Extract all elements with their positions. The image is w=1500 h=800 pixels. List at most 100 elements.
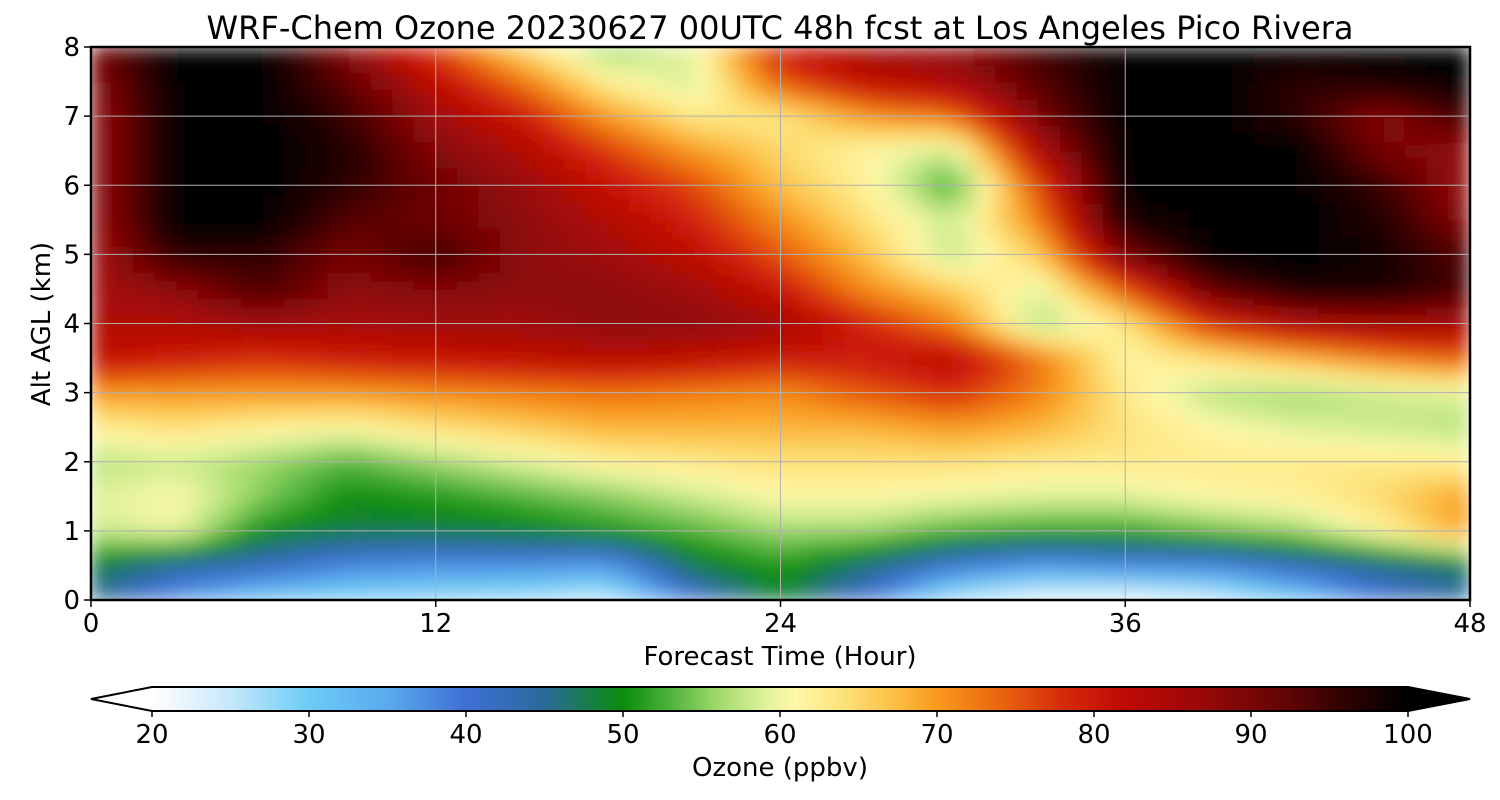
heatmap-cell	[693, 538, 717, 549]
heatmap-cell	[1146, 184, 1169, 195]
heatmap-cell	[672, 193, 695, 204]
heatmap-cell	[262, 106, 286, 117]
heatmap-cell	[995, 89, 1019, 100]
heatmap-cell	[456, 288, 480, 299]
heatmap-cell	[1167, 124, 1191, 135]
heatmap-cell	[736, 80, 760, 91]
heatmap-cell	[370, 348, 394, 359]
heatmap-cell	[155, 357, 178, 368]
heatmap-cell	[1297, 115, 1320, 126]
heatmap-cell	[241, 461, 264, 471]
heatmap-cell	[133, 158, 157, 169]
heatmap-cell	[305, 357, 329, 368]
heatmap-cell	[1146, 193, 1169, 204]
heatmap-cell	[801, 469, 825, 480]
heatmap-cell	[176, 167, 200, 178]
heatmap-cell	[844, 201, 868, 212]
heatmap-cell	[521, 193, 545, 204]
heatmap-cell	[155, 245, 178, 255]
heatmap-cell	[973, 271, 997, 281]
heatmap-cell	[1081, 556, 1105, 567]
heatmap-cell	[1253, 512, 1277, 523]
heatmap-cell	[1383, 124, 1406, 135]
heatmap-cell	[1383, 495, 1406, 506]
heatmap-cell	[1318, 236, 1342, 247]
heatmap-cell	[327, 124, 351, 135]
heatmap-cell	[198, 590, 221, 600]
heatmap-cell	[262, 89, 286, 100]
heatmap-cell	[111, 478, 135, 489]
heatmap-cell	[952, 348, 976, 359]
heatmap-cell	[370, 141, 394, 152]
heatmap-cell	[715, 158, 739, 169]
heatmap-cell	[198, 331, 221, 342]
heatmap-cell	[111, 167, 135, 178]
heatmap-cell	[348, 210, 372, 221]
heatmap-cell	[542, 132, 566, 143]
heatmap-cell	[327, 253, 351, 264]
heatmap-cell	[1232, 478, 1256, 489]
heatmap-cell	[327, 55, 351, 65]
heatmap-cell	[629, 80, 652, 91]
heatmap-cell	[521, 322, 545, 333]
heatmap-cell	[1016, 564, 1040, 575]
heatmap-cell	[1124, 201, 1148, 212]
heatmap-cell	[585, 210, 609, 221]
heatmap-cell	[930, 331, 954, 342]
heatmap-cell	[1318, 115, 1342, 126]
heatmap-cell	[866, 262, 889, 273]
heatmap-cell	[693, 271, 717, 281]
heatmap-cell	[478, 98, 501, 109]
heatmap-cell	[1318, 426, 1342, 437]
heatmap-cell	[305, 374, 329, 385]
heatmap-cell	[1103, 279, 1126, 290]
heatmap-cell	[564, 314, 588, 325]
heatmap-cell	[650, 366, 674, 376]
heatmap-cell	[1016, 158, 1040, 169]
heatmap-cell	[909, 72, 932, 83]
heatmap-cell	[348, 55, 372, 65]
heatmap-cell	[348, 530, 372, 541]
heatmap-cell	[1016, 305, 1040, 316]
heatmap-cell	[521, 288, 545, 299]
heatmap-cell	[1318, 262, 1342, 273]
heatmap-cell	[1081, 124, 1105, 135]
heatmap-cell	[1210, 538, 1234, 549]
heatmap-cell	[887, 219, 911, 230]
heatmap-cell	[413, 72, 437, 83]
heatmap-cell	[1210, 478, 1234, 489]
heatmap-cell	[1146, 227, 1169, 238]
heatmap-cell	[542, 512, 566, 523]
heatmap-cell	[1275, 366, 1299, 376]
heatmap-cell	[521, 495, 545, 506]
heatmap-cell	[930, 564, 954, 575]
heatmap-cell	[370, 383, 394, 394]
heatmap-cell	[111, 461, 135, 471]
heatmap-cell	[348, 184, 372, 195]
heatmap-cell	[435, 106, 458, 117]
heatmap-cell	[305, 253, 329, 264]
heatmap-cell	[1210, 530, 1234, 541]
heatmap-cell	[672, 201, 695, 212]
heatmap-cell	[241, 253, 264, 264]
heatmap-cell	[262, 322, 286, 333]
heatmap-cell	[413, 452, 437, 463]
heatmap-cell	[887, 452, 911, 463]
heatmap-cell	[952, 158, 976, 169]
heatmap-cell	[1253, 348, 1277, 359]
heatmap-cell	[1361, 296, 1385, 307]
heatmap-cell	[155, 322, 178, 333]
y-tick-label: 1	[63, 517, 80, 547]
heatmap-cell	[241, 89, 264, 100]
heatmap-cell	[111, 495, 135, 506]
heatmap-cell	[284, 236, 308, 247]
heatmap-cell	[1232, 443, 1256, 454]
heatmap-cell	[241, 98, 264, 109]
heatmap-cell	[1232, 357, 1256, 368]
heatmap-cell	[1210, 435, 1234, 446]
heatmap-cell	[1081, 435, 1105, 446]
heatmap-cell	[155, 55, 178, 65]
heatmap-cell	[262, 193, 286, 204]
heatmap-cell	[672, 296, 695, 307]
heatmap-cell	[133, 392, 157, 402]
